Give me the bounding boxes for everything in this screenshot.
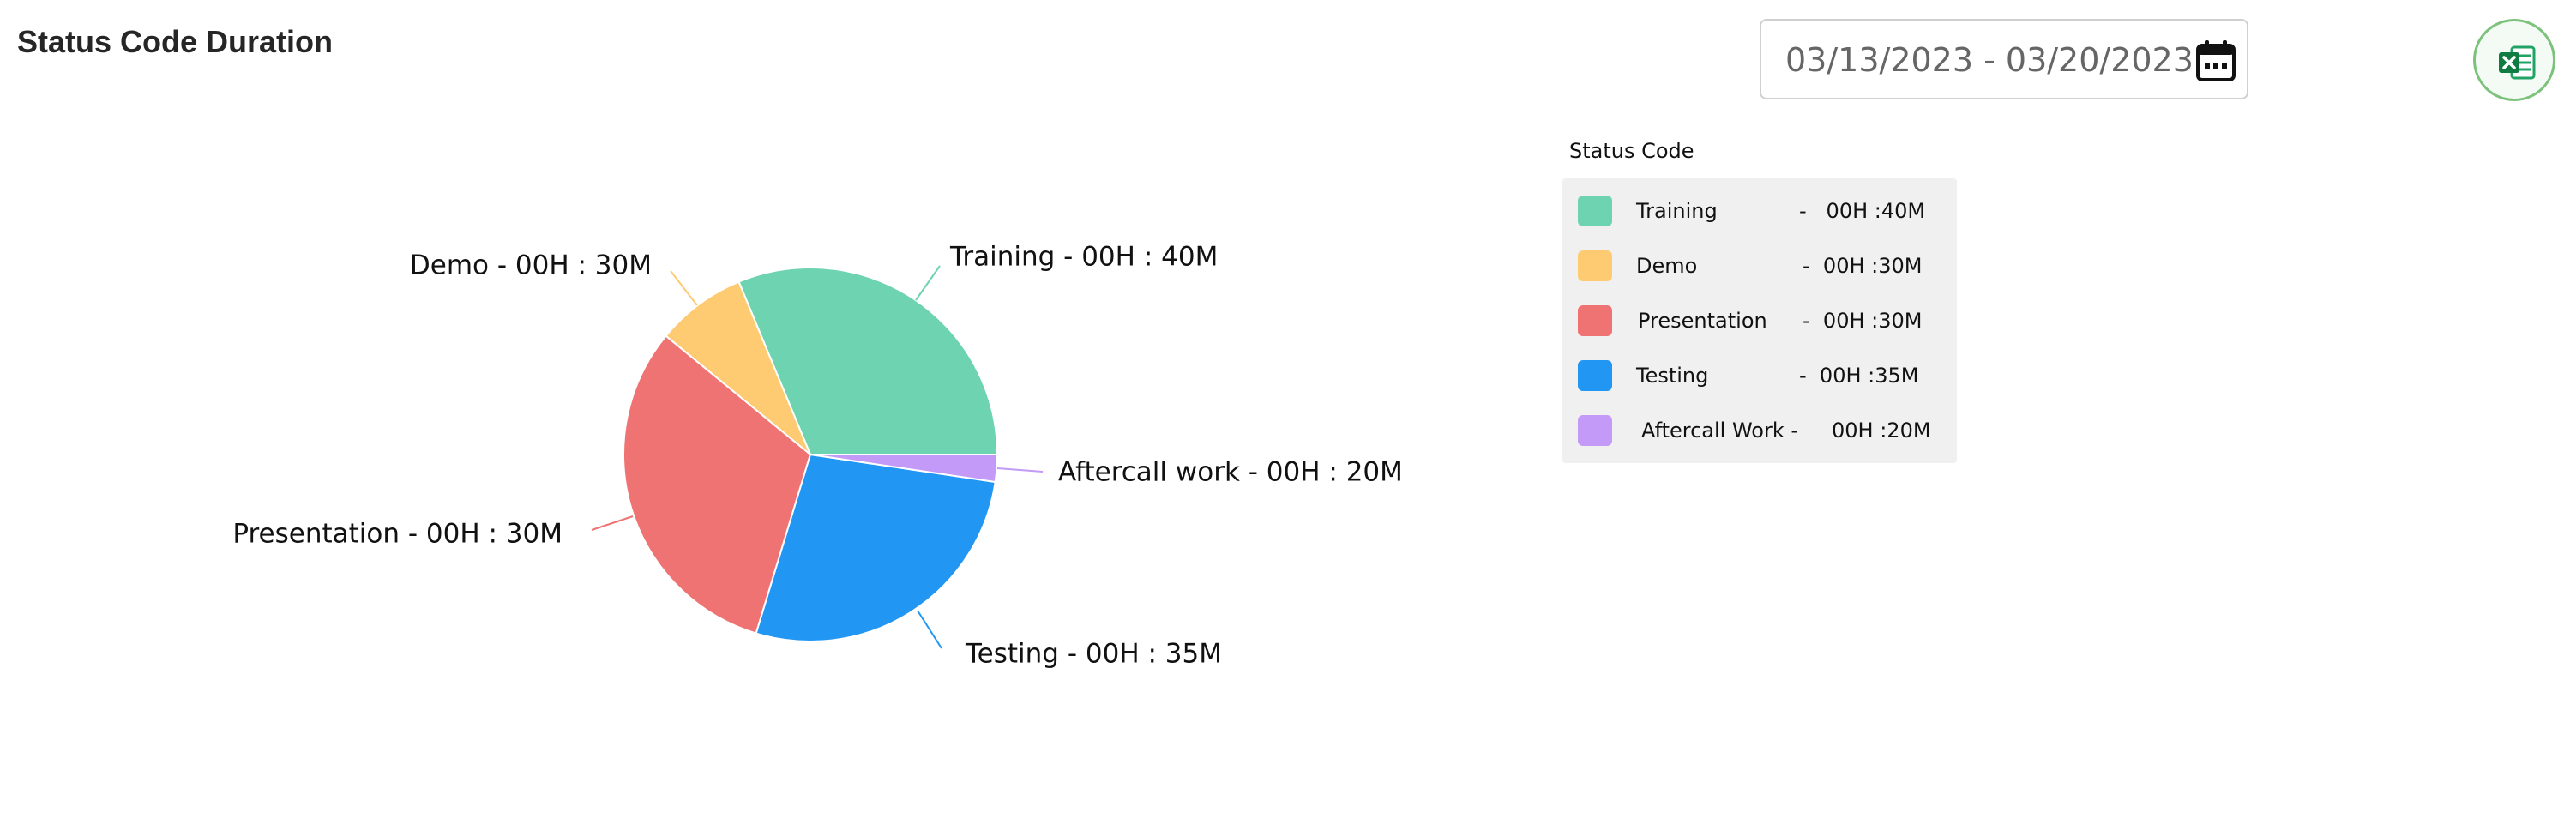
excel-export-icon — [2499, 45, 2536, 80]
legend-item-name: Aftercall Work - — [1641, 419, 1799, 443]
pie-slice-aftercall-work[interactable] — [810, 454, 999, 484]
legend-item[interactable]: Aftercall Work - 00H :20M — [1578, 413, 1947, 448]
pie-leader-line — [917, 610, 942, 649]
legend-swatch — [1578, 360, 1612, 391]
legend-swatch — [1578, 250, 1612, 281]
status-code-pie-chart: Training - 00H : 40M Demo - 00H : 30M Pres… — [232, 242, 1403, 670]
legend-item-value: - 00H :30M — [1803, 309, 1923, 333]
date-range-value: 03/13/2023 - 03/20/2023 — [1785, 41, 2194, 79]
pie-leader-line — [996, 467, 1044, 473]
legend-item-value: - 00H :35M — [1799, 364, 1919, 388]
date-range-picker[interactable]: 03/13/2023 - 03/20/2023 — [1760, 19, 2248, 99]
legend-item-value: - 00H :40M — [1799, 199, 1926, 223]
legend-item[interactable]: Training - 00H :40M — [1578, 194, 1947, 228]
pie-slice-training[interactable] — [737, 266, 999, 455]
legend-swatch — [1578, 305, 1612, 336]
legend-item[interactable]: Testing - 00H :35M — [1578, 358, 1947, 393]
legend-item[interactable]: Presentation - 00H :30M — [1578, 304, 1947, 338]
legend-item-name: Training — [1636, 199, 1718, 223]
pie-slice-demo[interactable] — [665, 280, 811, 455]
pie-data-label: Aftercall work - 00H : 20M — [1058, 457, 1403, 488]
legend-item-value: 00H :20M — [1832, 419, 1931, 443]
legend-swatch — [1578, 415, 1612, 446]
legend-item[interactable]: Demo - 00H :30M — [1578, 249, 1947, 283]
calendar-icon[interactable] — [2195, 39, 2236, 82]
legend-title: Status Code — [1569, 139, 1694, 163]
pie-slice-testing[interactable] — [755, 453, 996, 642]
pie-leader-line — [915, 265, 941, 301]
pie-data-label: Demo - 00H : 30M — [410, 250, 652, 281]
legend-item-name: Testing — [1636, 364, 1709, 388]
legend: Training - 00H :40M Demo - 00H :30M Presenta… — [1562, 178, 1957, 463]
pie-slice-presentation[interactable] — [623, 334, 812, 635]
excel-export-button[interactable] — [2473, 19, 2555, 101]
pie-data-label: Training - 00H : 40M — [949, 242, 1218, 273]
legend-item-name: Presentation — [1638, 309, 1767, 333]
pie-data-label: Testing - 00H : 35M — [965, 639, 1222, 670]
pie-data-label: Presentation - 00H : 30M — [232, 519, 563, 550]
legend-swatch — [1578, 196, 1612, 226]
pie-leader-line — [591, 515, 634, 531]
legend-item-name: Demo — [1636, 254, 1698, 278]
legend-item-value: - 00H :30M — [1803, 254, 1923, 278]
page-title: Status Code Duration — [17, 24, 334, 59]
pie-leader-line — [670, 270, 698, 306]
